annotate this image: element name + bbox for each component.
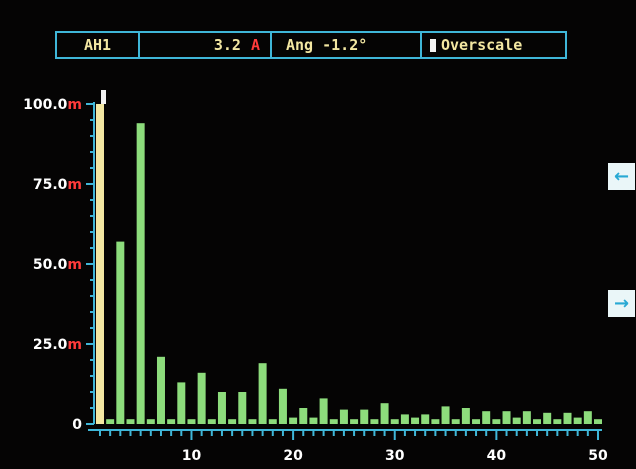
harmonic-bar — [268, 419, 277, 424]
current-unit: A — [250, 36, 260, 54]
overscale-marker — [101, 90, 106, 104]
harmonic-bar — [512, 417, 521, 424]
harmonic-bar — [411, 417, 420, 424]
current-value: 3.2 — [213, 36, 241, 54]
overscale-text: Overscale — [441, 36, 523, 54]
harmonic-bar — [472, 419, 481, 424]
harmonic-bar — [278, 388, 287, 424]
harmonic-bar — [187, 419, 196, 424]
harmonic-bar — [522, 411, 531, 424]
current-reading: 3.2 A — [140, 33, 272, 57]
harmonic-bar — [116, 241, 125, 424]
scroll-left-button[interactable]: ← — [608, 163, 635, 190]
harmonic-bar — [339, 409, 348, 424]
y-tick-unit: m — [67, 97, 82, 113]
harmonic-bar — [126, 419, 135, 424]
harmonic-bar — [299, 408, 308, 424]
harmonic-bar — [207, 419, 216, 424]
harmonic-bar — [583, 411, 592, 424]
left-arrow-icon: ← — [613, 166, 630, 187]
overscale-legend: Overscale — [422, 33, 565, 57]
phase-angle: Ang -1.2° — [272, 33, 422, 57]
y-tick-unit: m — [67, 177, 82, 193]
harmonic-bar — [441, 406, 450, 424]
x-tick-label: 10 — [182, 448, 202, 464]
harmonic-bar — [238, 392, 247, 424]
harmonic-bar — [156, 356, 165, 424]
harmonic-bar — [319, 398, 328, 424]
y-tick-number: 100.0 — [23, 97, 68, 113]
harmonic-bar — [248, 419, 257, 424]
y-tick-label: 75.0m — [33, 177, 82, 193]
harmonic-bar — [482, 411, 491, 424]
y-tick-number: 50.0 — [33, 257, 68, 273]
x-tick-label: 20 — [283, 448, 303, 464]
harmonic-bar — [400, 414, 409, 424]
harmonic-bar — [289, 417, 298, 424]
channel-label[interactable]: AH1 — [57, 33, 140, 57]
harmonic-bar — [106, 419, 115, 424]
y-tick-number: 75.0 — [33, 177, 68, 193]
harmonic-bar — [217, 392, 226, 424]
harmonic-bar — [492, 419, 501, 424]
harmonic-bar — [146, 419, 155, 424]
harmonic-bar — [136, 123, 145, 424]
x-tick-label: 50 — [588, 448, 608, 464]
y-tick-label: 25.0m — [33, 337, 82, 353]
y-tick-label: 50.0m — [33, 257, 82, 273]
harmonic-bar — [258, 363, 267, 424]
channel-text: AH1 — [83, 36, 112, 54]
harmonic-bar — [228, 419, 237, 424]
harmonic-bar — [360, 409, 369, 424]
harmonic-bar — [533, 419, 542, 424]
harmonic-bar — [563, 412, 572, 424]
harmonic-bar — [553, 419, 562, 424]
y-tick-number: 0 — [72, 417, 82, 433]
y-tick-number: 25.0 — [33, 337, 68, 353]
harmonic-bar — [197, 372, 206, 424]
x-tick-label: 40 — [487, 448, 507, 464]
phase-angle-text: Ang -1.2° — [286, 36, 368, 54]
y-tick-unit: m — [67, 337, 82, 353]
harmonic-bar — [177, 382, 186, 424]
harmonic-bar — [573, 417, 582, 424]
harmonic-bar — [451, 419, 460, 424]
harmonic-bar — [350, 419, 359, 424]
harmonic-bar — [461, 408, 470, 424]
scroll-right-button[interactable]: → — [608, 290, 635, 317]
harmonic-bar — [594, 419, 602, 424]
overscale-marker-icon — [430, 38, 436, 52]
harmonic-bar-overscale — [96, 104, 104, 424]
x-tick-label: 30 — [385, 448, 405, 464]
harmonic-bar — [309, 417, 318, 424]
harmonic-bar — [329, 419, 338, 424]
right-arrow-icon: → — [613, 293, 630, 314]
harmonic-bar — [502, 411, 511, 424]
harmonic-bar — [167, 419, 176, 424]
harmonic-bar — [421, 414, 430, 424]
y-tick-unit: m — [67, 257, 82, 273]
harmonic-bar — [370, 419, 379, 424]
y-tick-label: 100.0m — [23, 97, 82, 113]
harmonic-bar — [380, 403, 389, 424]
status-bar: AH1 3.2 A Ang -1.2° Overscale — [55, 31, 567, 59]
harmonic-bar — [390, 419, 399, 424]
y-tick-label: 0 — [72, 417, 82, 433]
harmonic-bar — [543, 412, 552, 424]
harmonic-bar — [431, 419, 440, 424]
